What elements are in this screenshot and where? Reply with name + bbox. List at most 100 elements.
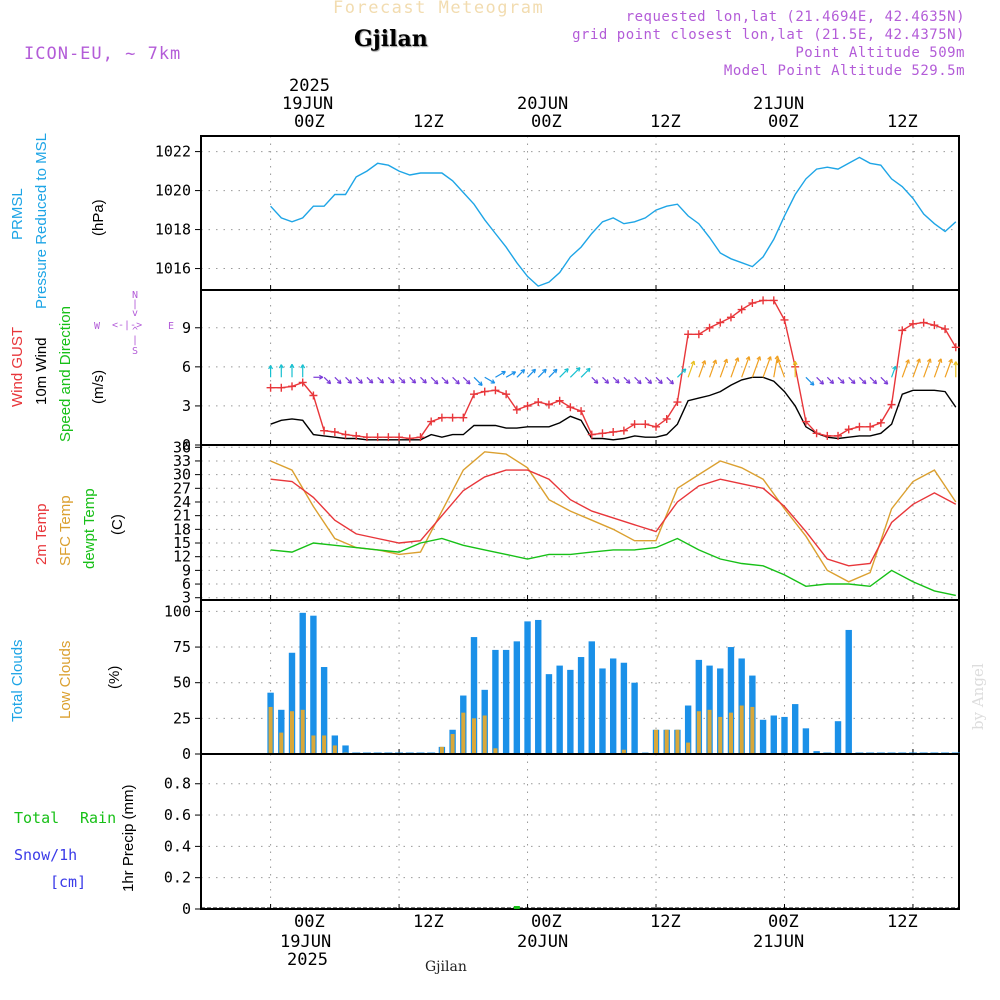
total-cloud-bar <box>759 719 767 754</box>
requested-coords: requested lon,lat (21.4694E, 42.4635N) <box>625 9 965 25</box>
top-year-label: 2025 <box>289 76 330 96</box>
low-cloud-bar <box>268 706 273 754</box>
low-cloud-bar <box>493 748 498 754</box>
wind-barb-head <box>478 381 483 386</box>
top-tick-label: 12Z <box>887 112 918 132</box>
total-cloud-bar <box>470 637 478 754</box>
wind-barb-head <box>792 360 798 366</box>
chart-title: Forecast Meteogram <box>333 0 545 18</box>
low-cloud-bar <box>696 711 701 754</box>
wind-barb <box>484 376 495 384</box>
gust-marker <box>523 401 532 410</box>
gust-marker <box>555 396 564 405</box>
gust-marker <box>619 426 628 435</box>
gust-marker <box>395 433 404 442</box>
wind-barb <box>880 376 889 385</box>
bottom-tick-label: 12Z <box>413 912 444 932</box>
total-cloud-bar <box>781 716 788 754</box>
wind-ytick-label: 3 <box>182 397 191 415</box>
wind-barb <box>773 355 779 378</box>
wind-barb-head <box>390 379 395 384</box>
gust-marker <box>834 431 843 440</box>
gust-marker <box>341 430 350 439</box>
wind-barb <box>559 368 569 378</box>
wind-barb <box>890 365 897 378</box>
wind-barb <box>420 376 427 384</box>
total-cloud-bar <box>577 657 585 754</box>
wind-barb <box>859 376 867 385</box>
wind-barb <box>430 376 439 385</box>
wind-barb <box>602 376 609 384</box>
wind-barb-head <box>358 379 363 384</box>
total-cloud-bar <box>813 751 820 754</box>
wind-barb-head <box>948 358 953 364</box>
wind-barb-head <box>637 379 642 385</box>
low-cloud-bar <box>482 715 487 754</box>
gust-marker <box>630 420 639 429</box>
total-cloud-bar <box>834 721 842 754</box>
gust-marker <box>288 382 297 391</box>
total-cloud-bar <box>695 659 703 754</box>
wind-barb <box>527 368 536 378</box>
wind-barb <box>762 356 772 378</box>
wind-barb-head <box>861 379 867 385</box>
temp-ytick-label: 3 <box>182 589 191 607</box>
point-altitude: Point Altitude 509m <box>795 45 965 61</box>
wind-barb-head <box>658 379 663 385</box>
low-cloud-bar <box>300 709 305 754</box>
wind-ytick-label: 9 <box>182 319 191 337</box>
wind-barb <box>548 368 558 378</box>
gust-marker <box>823 431 832 440</box>
gust-marker <box>480 387 489 396</box>
wind-barb-head <box>300 364 306 369</box>
low-cloud-bar <box>739 705 744 754</box>
gust-marker <box>491 386 500 395</box>
low-cloud-bar <box>279 732 284 754</box>
wind-barb-head <box>455 379 460 385</box>
gust-marker <box>277 383 286 392</box>
wind-barb-head <box>319 374 324 380</box>
gust-marker <box>898 326 907 335</box>
pressure-ytick-label: 1022 <box>155 143 191 161</box>
gust-marker <box>384 433 393 442</box>
wind-barb <box>569 367 581 378</box>
wind-barb <box>837 376 845 384</box>
total-rain-label-total: Total <box>14 809 60 827</box>
gust-marker <box>694 330 703 339</box>
wind-barb-head <box>326 379 332 385</box>
wind-barb <box>655 376 663 384</box>
wind-barb <box>355 376 363 384</box>
wind-barb-head <box>604 379 610 384</box>
pressure-ytick-label: 1018 <box>155 221 191 239</box>
gust-marker <box>470 390 479 399</box>
gust-marker <box>812 429 821 438</box>
low-cloud-bar <box>621 749 626 754</box>
total-cloud-bar <box>492 649 499 754</box>
gust-marker <box>673 398 682 407</box>
gust-marker <box>405 434 414 443</box>
wind-barb-head <box>809 381 815 386</box>
temp-frame <box>200 444 960 601</box>
wind-barb-head <box>767 356 772 361</box>
wind-barb <box>537 368 547 378</box>
total-cloud-bar <box>320 667 328 754</box>
wind-barb <box>687 360 695 378</box>
clouds-ytick-label: 100 <box>164 602 191 620</box>
wind-barb <box>387 376 395 384</box>
wind-barb <box>366 376 374 384</box>
wind-barb-head <box>268 365 274 370</box>
bottom-year-label: 2025 <box>287 950 328 970</box>
t2m-series-line <box>270 469 957 567</box>
compass-e-label: E <box>168 321 175 332</box>
pressure-series-line <box>270 156 957 287</box>
gust-marker <box>362 433 371 442</box>
gust-marker <box>266 383 275 392</box>
low-cloud-bar <box>472 718 477 754</box>
wind-barb <box>495 370 506 378</box>
precip-ytick-label: 0.4 <box>164 837 191 855</box>
gust-marker <box>512 405 521 414</box>
total-cloud-bar <box>342 745 349 754</box>
wind-barb-head <box>337 379 342 385</box>
top-tick-label: 00Z <box>768 112 799 132</box>
